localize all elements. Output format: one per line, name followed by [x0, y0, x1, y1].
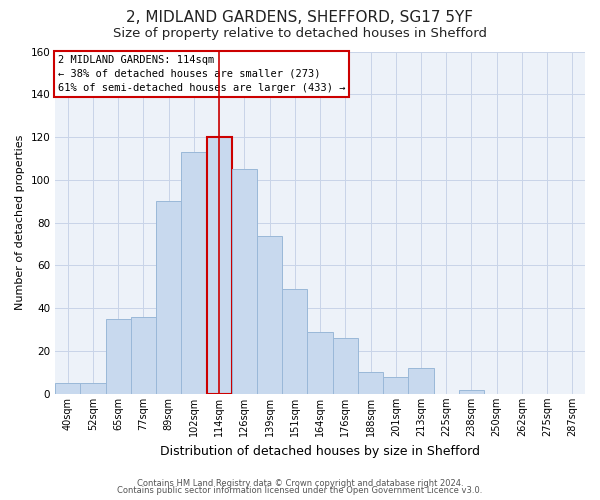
Bar	[106, 319, 131, 394]
Text: 2 MIDLAND GARDENS: 114sqm
← 38% of detached houses are smaller (273)
61% of semi: 2 MIDLAND GARDENS: 114sqm ← 38% of detac…	[58, 55, 346, 93]
Y-axis label: Number of detached properties: Number of detached properties	[15, 135, 25, 310]
Text: Size of property relative to detached houses in Shefford: Size of property relative to detached ho…	[113, 28, 487, 40]
Bar	[232, 169, 257, 394]
Bar	[459, 390, 484, 394]
Bar	[131, 317, 156, 394]
X-axis label: Distribution of detached houses by size in Shefford: Distribution of detached houses by size …	[160, 444, 480, 458]
Bar	[55, 383, 80, 394]
Bar	[206, 137, 232, 394]
Bar	[383, 377, 409, 394]
Bar	[409, 368, 434, 394]
Bar	[358, 372, 383, 394]
Bar	[307, 332, 332, 394]
Text: Contains public sector information licensed under the Open Government Licence v3: Contains public sector information licen…	[118, 486, 482, 495]
Text: 2, MIDLAND GARDENS, SHEFFORD, SG17 5YF: 2, MIDLAND GARDENS, SHEFFORD, SG17 5YF	[127, 10, 473, 25]
Bar	[156, 202, 181, 394]
Bar	[80, 383, 106, 394]
Bar	[181, 152, 206, 394]
Bar	[282, 289, 307, 394]
Bar	[257, 236, 282, 394]
Text: Contains HM Land Registry data © Crown copyright and database right 2024.: Contains HM Land Registry data © Crown c…	[137, 478, 463, 488]
Bar	[332, 338, 358, 394]
